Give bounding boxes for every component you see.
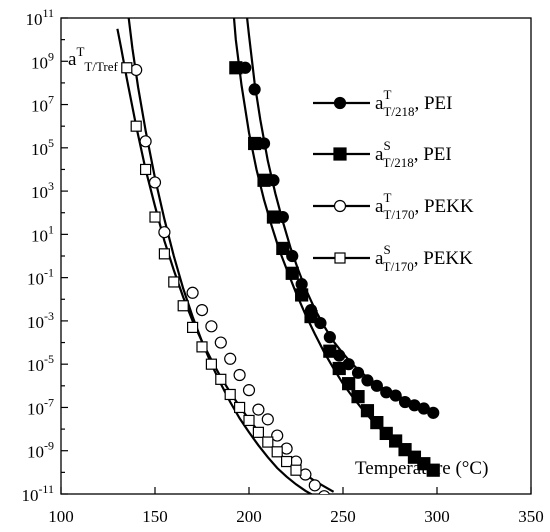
- data-point-series-4: [168, 276, 180, 288]
- y-tick-label: 107: [31, 93, 54, 116]
- data-point-series-3: [233, 368, 246, 382]
- data-point-series-4: [252, 426, 264, 438]
- y-tick-label: 109: [31, 49, 54, 72]
- data-point-series-1: [389, 389, 402, 402]
- data-point-series-3: [252, 403, 265, 416]
- data-point-series-3: [318, 490, 330, 494]
- legend-marker: [333, 199, 347, 213]
- y-tick-labels: 10-11 10-9 10-7 10-5 10-3 10-1 101 103 105 107 109…: [21, 6, 54, 505]
- x-tick-label: 100: [48, 507, 74, 526]
- legend: aT T/218, PEI aS T/218, PEI aT T/170, PEKK aS T…: [313, 87, 474, 274]
- data-point-series-4: [158, 248, 170, 260]
- data-point-series-4: [262, 436, 274, 448]
- x-tick-label: 350: [518, 507, 544, 526]
- data-point-series-3: [214, 336, 227, 349]
- data-point-series-1: [323, 331, 336, 344]
- data-point-series-2: [276, 241, 290, 256]
- legend-label: aT T/218, PEI: [375, 87, 452, 119]
- data-point-series-2: [229, 61, 243, 75]
- fit-line-series-4: [116, 28, 335, 493]
- x-tick-label: 250: [330, 507, 356, 526]
- y-tick-label: 105: [31, 136, 54, 159]
- y-tick-label: 10-3: [27, 309, 54, 332]
- data-point-series-4: [271, 446, 283, 458]
- data-point-series-2: [257, 173, 271, 187]
- legend-marker: [333, 96, 347, 110]
- data-point-series-2: [426, 463, 440, 477]
- data-point-series-1: [248, 83, 261, 96]
- x-axis-label: Temperature (°C): [355, 458, 488, 479]
- data-point-series-3: [148, 176, 162, 189]
- data-point-series-4: [196, 341, 208, 353]
- data-point-series-1: [286, 249, 299, 263]
- y-tick-label: 10-7: [27, 395, 54, 418]
- data-point-series-3: [271, 429, 284, 442]
- data-point-series-1: [427, 406, 440, 419]
- legend-label: aS T/170, PEKK: [375, 242, 473, 274]
- data-point-series-4: [149, 211, 161, 223]
- data-point-series-4: [140, 163, 152, 176]
- data-point-series-2: [332, 361, 346, 376]
- data-point-series-3: [186, 286, 199, 299]
- data-point-series-4: [187, 321, 199, 333]
- x-tick-label: 200: [236, 507, 262, 526]
- x-tick-labels: 100 150 200 250 300 350: [48, 507, 544, 526]
- data-point-series-3: [195, 303, 209, 317]
- legend-label: aT T/170, PEKK: [375, 190, 474, 222]
- data-point-series-4: [243, 414, 255, 427]
- data-point-series-4: [130, 120, 142, 132]
- data-point-series-3: [261, 413, 274, 426]
- data-point-series-4: [215, 373, 227, 385]
- data-point-series-2: [295, 288, 309, 302]
- data-point-series-4: [121, 62, 133, 74]
- data-point-series-2: [351, 390, 365, 404]
- data-point-series-3: [158, 226, 171, 239]
- data-point-series-4: [290, 464, 302, 476]
- data-point-series-2: [248, 136, 262, 151]
- legend-label: aS T/218, PEI: [375, 138, 452, 170]
- data-point-series-2: [285, 266, 299, 280]
- data-point-series-3: [308, 479, 321, 492]
- data-point-series-3: [224, 352, 237, 365]
- data-point-series-2: [304, 309, 318, 324]
- data-point-series-3: [242, 384, 256, 397]
- x-tick-label: 300: [424, 507, 450, 526]
- data-point-series-4: [234, 401, 246, 414]
- data-point-series-3: [205, 320, 218, 333]
- y-tick-label: 101: [31, 222, 54, 245]
- y-tick-label: 103: [31, 179, 54, 202]
- y-tick-label: 10-9: [27, 439, 54, 462]
- y-tick-label: 10-1: [27, 266, 54, 289]
- data-point-series-4: [205, 358, 217, 370]
- y-tick-label: 1011: [25, 6, 54, 29]
- data-point-series-2: [323, 344, 337, 358]
- data-points: [121, 61, 440, 494]
- axis-ticks: [60, 17, 532, 495]
- data-point-series-1: [370, 379, 383, 392]
- data-point-series-1: [361, 374, 374, 387]
- y-annotation: aTT/Tref: [68, 44, 119, 74]
- data-point-series-1: [351, 366, 365, 379]
- data-point-series-3: [139, 135, 152, 148]
- data-point-series-1: [295, 278, 308, 291]
- data-point-series-2: [266, 210, 281, 224]
- data-point-series-2: [370, 416, 384, 430]
- legend-marker: [334, 252, 346, 264]
- data-point-series-4: [224, 388, 236, 401]
- data-point-series-2: [360, 404, 375, 418]
- y-tick-label: 10-5: [27, 352, 54, 375]
- data-point-series-4: [177, 300, 189, 312]
- x-tick-label: 150: [142, 507, 168, 526]
- data-point-series-4: [281, 455, 293, 468]
- y-tick-label: 10-11: [21, 482, 54, 505]
- data-point-series-2: [342, 377, 356, 391]
- legend-marker: [333, 147, 347, 161]
